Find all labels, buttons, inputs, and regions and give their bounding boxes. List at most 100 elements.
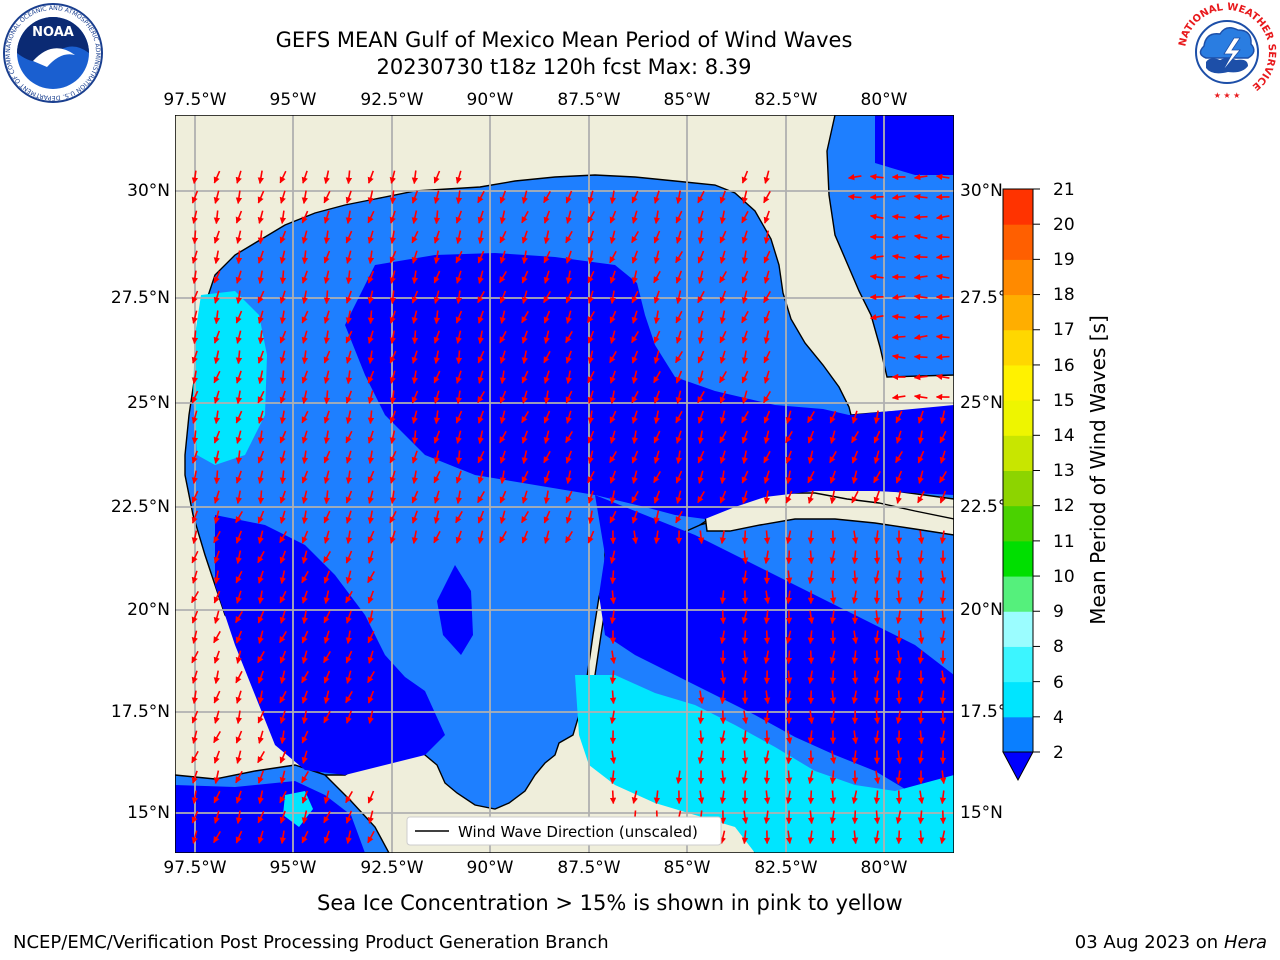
wave-arrow — [653, 510, 660, 525]
wave-arrow — [455, 170, 462, 184]
wave-arrow — [543, 190, 551, 204]
colorbar-tick: 16 — [1053, 356, 1075, 376]
wave-arrow — [543, 410, 551, 424]
wave-arrow — [847, 173, 862, 181]
wave-arrow — [917, 550, 925, 565]
wave-arrow — [763, 390, 771, 404]
wave-arrow — [763, 610, 771, 625]
wave-arrow — [917, 750, 925, 765]
wave-arrow — [851, 490, 859, 504]
wave-arrow — [763, 290, 771, 304]
svg-text:★ ★ ★: ★ ★ ★ — [1214, 91, 1241, 100]
wave-arrow — [543, 450, 551, 464]
wave-arrow — [433, 230, 440, 244]
wave-arrow — [935, 273, 950, 281]
arrow-legend-box — [406, 816, 722, 846]
wave-arrow — [741, 430, 748, 444]
wave-arrow — [323, 610, 331, 624]
wave-arrow — [279, 790, 287, 804]
wave-arrow — [913, 193, 928, 201]
wave-arrow — [869, 193, 884, 201]
period-level-light — [193, 291, 267, 465]
wave-arrow — [587, 190, 594, 204]
wave-arrow — [345, 510, 352, 524]
wave-arrow — [697, 250, 705, 264]
wave-arrow — [895, 550, 903, 565]
wave-arrow — [235, 210, 243, 224]
colorbar-tick: 10 — [1053, 567, 1075, 587]
wave-arrow — [829, 690, 837, 705]
wave-arrow — [891, 193, 906, 201]
wave-arrow — [807, 730, 815, 745]
wave-arrow — [433, 470, 441, 484]
colorbar-tick: 8 — [1053, 637, 1064, 657]
wave-arrow — [213, 190, 220, 204]
wave-arrow — [719, 670, 727, 685]
wave-arrow — [697, 490, 705, 504]
wave-arrow — [913, 393, 928, 401]
lat-tick-left: 17.5°N — [110, 702, 170, 722]
wave-arrow — [279, 430, 287, 444]
wave-arrow — [323, 390, 331, 405]
wave-arrow — [587, 310, 595, 324]
wave-arrow — [345, 710, 352, 724]
wave-arrow — [257, 650, 265, 664]
wave-arrow — [433, 510, 440, 524]
wave-arrow — [257, 450, 265, 464]
wave-arrow — [675, 290, 682, 305]
wave-arrow — [499, 490, 507, 504]
wave-arrow — [367, 590, 375, 604]
wave-arrow — [455, 410, 463, 424]
wave-arrow — [411, 190, 419, 204]
wave-arrow — [257, 630, 264, 644]
wave-arrow — [785, 590, 793, 605]
wave-arrow — [851, 430, 859, 444]
wave-arrow — [741, 610, 748, 624]
lon-tick-bottom: 97.5°W — [163, 858, 227, 878]
wave-arrow — [521, 210, 529, 224]
wave-arrow — [191, 550, 199, 564]
wave-arrow — [301, 470, 309, 484]
wave-arrow — [631, 410, 638, 424]
wave-arrow — [763, 650, 771, 665]
wave-arrow — [697, 350, 705, 364]
wave-arrow — [213, 250, 221, 265]
wave-arrow — [213, 510, 220, 524]
wave-arrow — [675, 310, 683, 324]
wave-arrow — [763, 550, 771, 565]
wave-arrow — [807, 470, 815, 484]
wave-arrow — [631, 370, 638, 384]
wave-arrow — [587, 230, 595, 244]
wave-arrow — [587, 470, 595, 484]
wave-arrow — [389, 350, 397, 364]
wave-arrow — [235, 830, 243, 844]
wave-arrow — [521, 450, 528, 465]
wave-arrow — [213, 470, 221, 485]
wave-arrow — [279, 770, 286, 784]
wave-arrow — [543, 310, 551, 324]
wave-arrow — [301, 750, 308, 764]
wave-arrow — [851, 670, 859, 685]
wave-arrow — [609, 330, 616, 344]
colorbar-tick: 15 — [1053, 391, 1075, 411]
wave-arrow — [741, 310, 749, 324]
wave-arrow — [235, 370, 242, 384]
wave-arrow — [565, 350, 572, 364]
wave-arrow — [389, 530, 396, 544]
wave-arrow — [345, 690, 353, 704]
wave-arrow — [807, 650, 815, 665]
wave-arrow — [499, 430, 507, 444]
wave-arrow — [697, 690, 705, 705]
wave-arrow — [213, 410, 221, 425]
wave-arrow — [389, 290, 397, 305]
wave-arrow — [367, 350, 375, 365]
wave-arrow — [935, 213, 950, 221]
wave-arrow — [455, 370, 462, 384]
wave-arrow — [917, 450, 925, 464]
wave-arrow — [521, 490, 528, 504]
wave-arrow — [719, 450, 726, 464]
wave-arrow — [763, 470, 770, 484]
title-line-1: GEFS MEAN Gulf of Mexico Mean Period of … — [275, 28, 853, 52]
wave-arrow — [301, 570, 309, 584]
wave-arrow — [609, 750, 617, 765]
